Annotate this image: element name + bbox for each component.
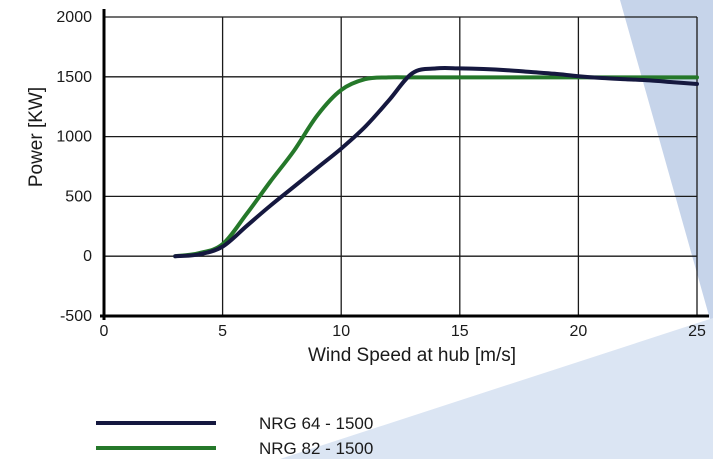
tick-labels: 0 5 10 15 20 25 2000 1500 1000 500 0 -500 xyxy=(56,9,706,340)
y-tick-label: 2000 xyxy=(56,9,92,26)
x-axis-label: Wind Speed at hub [m/s] xyxy=(308,345,516,366)
series-line xyxy=(173,66,699,259)
x-tick-label: 25 xyxy=(688,323,706,340)
background-shape-right xyxy=(620,0,713,330)
y-tick-label: 0 xyxy=(83,248,92,265)
y-tick-label: 1000 xyxy=(56,129,92,146)
x-tick-label: 5 xyxy=(218,323,227,340)
series-group xyxy=(173,66,699,259)
y-tick-label: 1500 xyxy=(56,69,92,86)
x-tick-label: 15 xyxy=(451,323,469,340)
grid xyxy=(104,16,698,316)
x-tick-label: 10 xyxy=(332,323,350,340)
legend-label: NRG 64 - 1500 xyxy=(259,414,373,433)
y-axis-label: Power [KW] xyxy=(26,87,47,187)
y-tick-label: 500 xyxy=(65,188,92,205)
series-line xyxy=(173,75,699,259)
legend: NRG 64 - 1500 NRG 82 - 1500 xyxy=(96,414,373,458)
x-tick-label: 20 xyxy=(570,323,588,340)
x-tick-label: 0 xyxy=(100,323,109,340)
background-shape-bottom xyxy=(280,318,713,459)
y-tick-label: -500 xyxy=(60,308,92,325)
axes xyxy=(100,9,709,320)
legend-label: NRG 82 - 1500 xyxy=(259,439,373,458)
